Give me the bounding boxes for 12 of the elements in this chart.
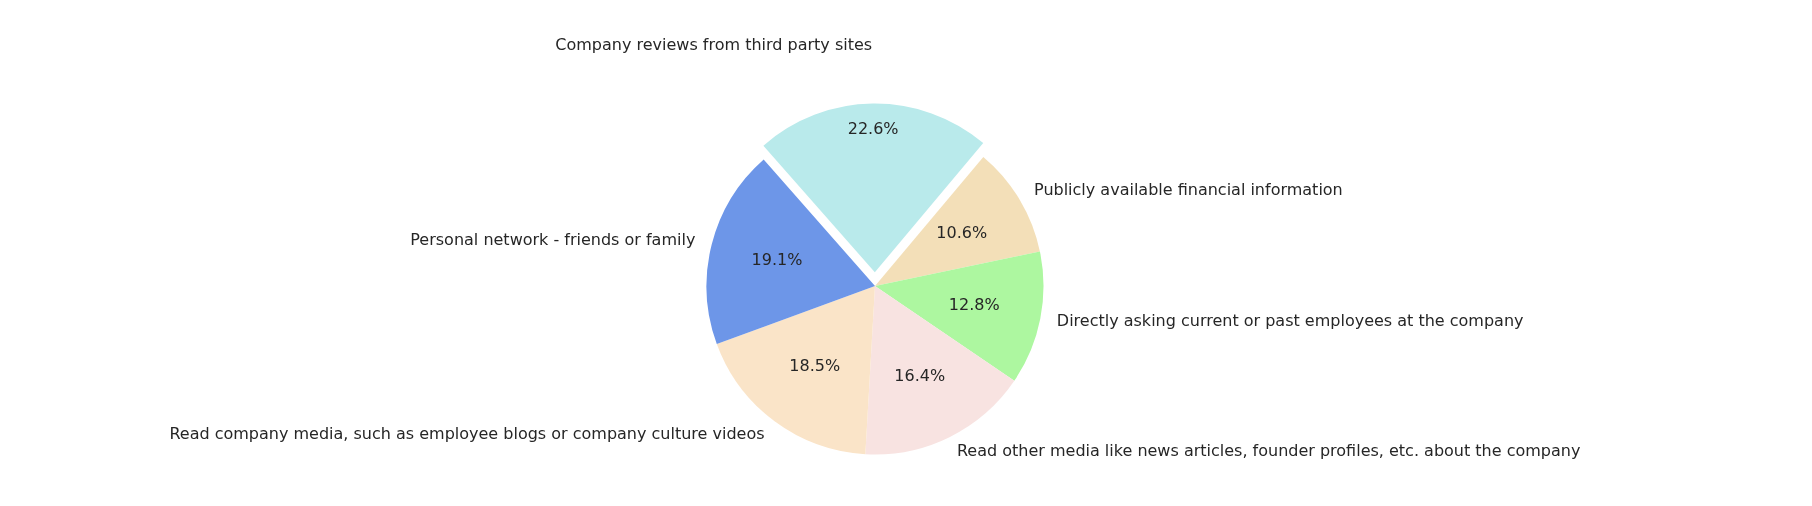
data-label: 18.5% [789, 356, 841, 376]
data-label: 22.6% [847, 119, 899, 139]
data-label: 19.1% [751, 250, 803, 270]
slice-label: Publicly available financial information [1034, 179, 1343, 199]
slice-label: Read company media, such as employee blogs or company culture videos [169, 424, 765, 443]
data-label: 10.6% [936, 223, 988, 243]
data-label: 16.4% [894, 365, 946, 385]
slice-label: Directly asking current or past employees at the company [1056, 311, 1524, 331]
data-label: 12.8% [948, 294, 1000, 314]
slice-label: Read other media like news articles, founder profiles, etc. about the company [956, 441, 1581, 461]
slice-label: Company reviews from third party sites [555, 34, 873, 54]
slice-label: Personal network - friends or family [410, 229, 696, 249]
